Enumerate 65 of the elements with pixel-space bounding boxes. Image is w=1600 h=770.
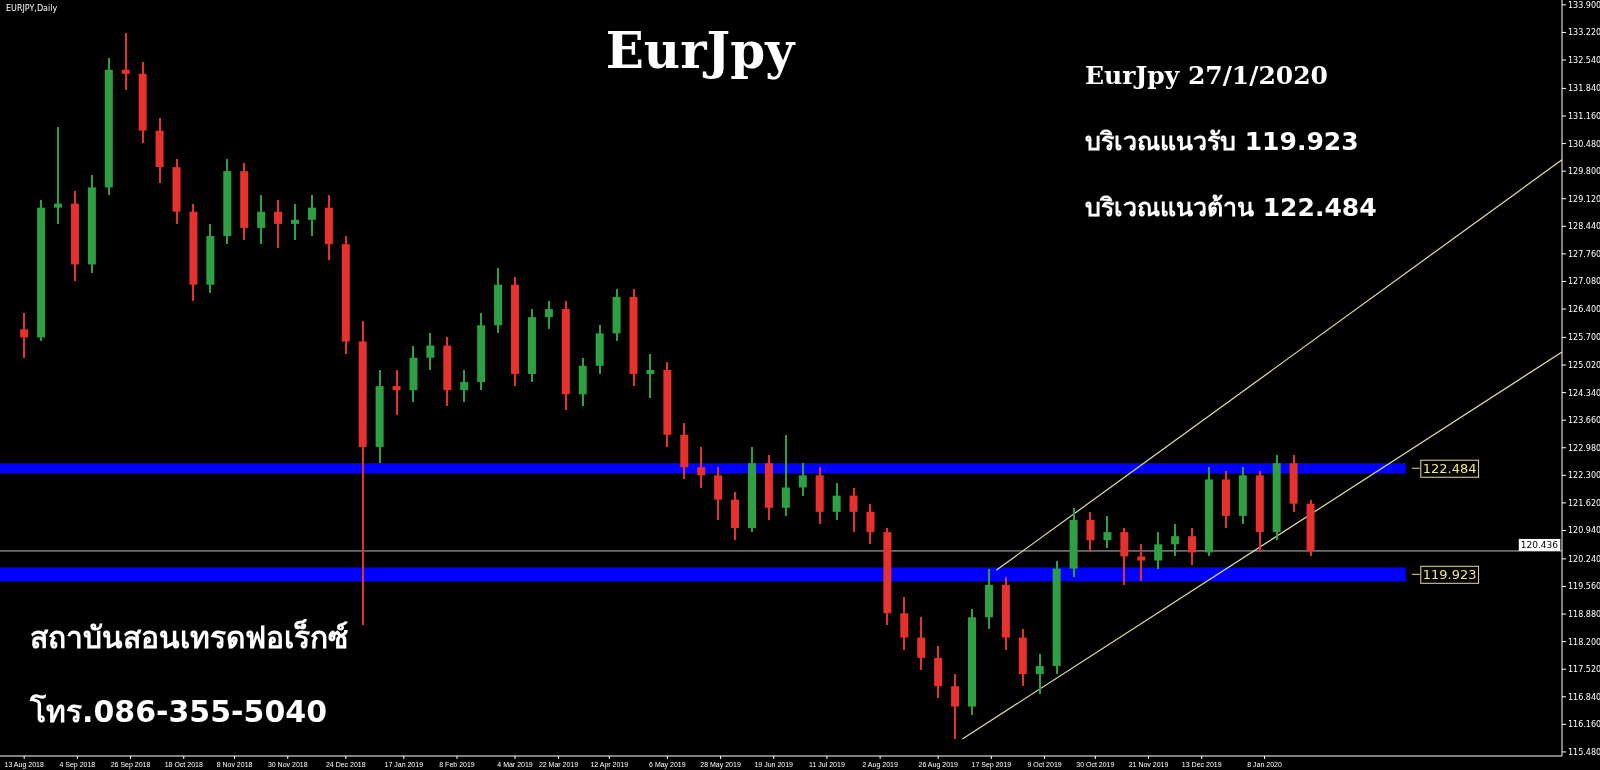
candlestick [460,368,469,404]
y-tick-label: 118.880 [1568,610,1600,620]
text: EurJpy [605,21,797,80]
y-tick-label: 116.160 [1568,720,1600,730]
y-tick-label: 133.900 [1568,0,1600,10]
y-tick-label: 128.440 [1568,222,1600,232]
candlestick [832,482,841,521]
y-tick-label: 129.120 [1568,194,1600,204]
candlestick [646,352,655,400]
candlestick [1154,531,1163,570]
y-tick-label: 126.400 [1568,305,1600,315]
annotation: บริเวณแนวต้าน 122.484 [1085,193,1377,222]
y-tick-label: 131.160 [1568,112,1600,121]
candlestick [392,368,401,416]
y-tick-label: 120.940 [1568,526,1600,536]
candlestick [951,673,960,740]
candlestick [121,32,130,92]
y-tick-label: 115.480 [1568,747,1600,757]
y-tick-label: 120.240 [1568,554,1600,564]
candlestick [697,445,706,489]
y-tick-label: 119.560 [1568,582,1600,592]
annotation: โทร.086-355-5040 [29,693,328,729]
candlestick [274,198,283,250]
annotation: บริเวณแนวรับ 119.923 [1085,127,1359,156]
candlestick [257,194,266,246]
y-tick-label: 129.800 [1568,167,1600,177]
candlestick [1171,523,1180,558]
candlestick [781,433,790,517]
candlestick [1103,514,1112,550]
y-tick-label: 123.660 [1568,416,1600,426]
band-label: 119.923 [1422,567,1477,583]
y-tick-label: 116.840 [1568,692,1600,702]
candlestick [290,202,299,242]
ref-line-label: 120.436 [1520,539,1559,550]
y-tick-label: 125.020 [1568,361,1600,371]
candlestick [1188,527,1197,566]
y-tick-label: 132.540 [1568,56,1600,66]
y-tick-label: 117.520 [1568,665,1600,675]
band-label: 122.484 [1422,461,1477,477]
y-tick-label: 127.080 [1568,277,1600,287]
candlestick [1035,652,1044,696]
y-tick-label: 127.760 [1568,249,1600,259]
candlestick [54,125,63,225]
candlestick [307,194,316,238]
candlestick [849,486,858,534]
y-tick-label: 118.200 [1568,637,1600,647]
y-tick-label: 124.340 [1568,388,1600,398]
candlestick [20,312,29,359]
candlestick [866,502,875,546]
y-tick-label: 130.480 [1568,139,1600,149]
candlestick [1137,543,1146,582]
candlestick [426,332,435,371]
annotation: สถาบันสอนเทรดฟอเร็กซ์ [30,619,348,655]
y-tick-label: 122.300 [1568,471,1600,481]
candlestick [917,616,926,672]
text: EURJPY,Daily [6,4,58,13]
y-tick-label: 131.840 [1568,84,1600,94]
y-tick-label: 121.620 [1568,498,1600,508]
candlestick [798,462,807,497]
candlestick [1086,510,1095,554]
y-tick-label: 125.700 [1568,333,1600,343]
y-tick-label: 133.220 [1568,28,1600,38]
y-tick-label: 122.980 [1568,443,1600,453]
annotation: EurJpy 27/1/2020 [1085,61,1328,90]
candlestick [544,299,553,331]
